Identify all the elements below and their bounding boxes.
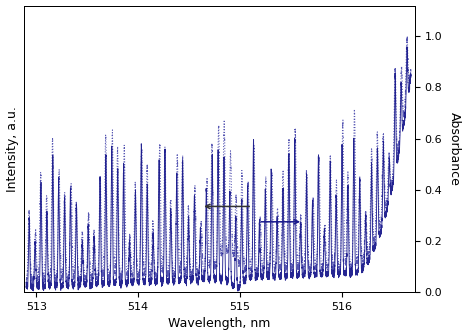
Y-axis label: Absorbance: Absorbance <box>447 112 460 186</box>
X-axis label: Wavelength, nm: Wavelength, nm <box>168 318 271 330</box>
Y-axis label: Intensity, a.u.: Intensity, a.u. <box>6 106 19 192</box>
